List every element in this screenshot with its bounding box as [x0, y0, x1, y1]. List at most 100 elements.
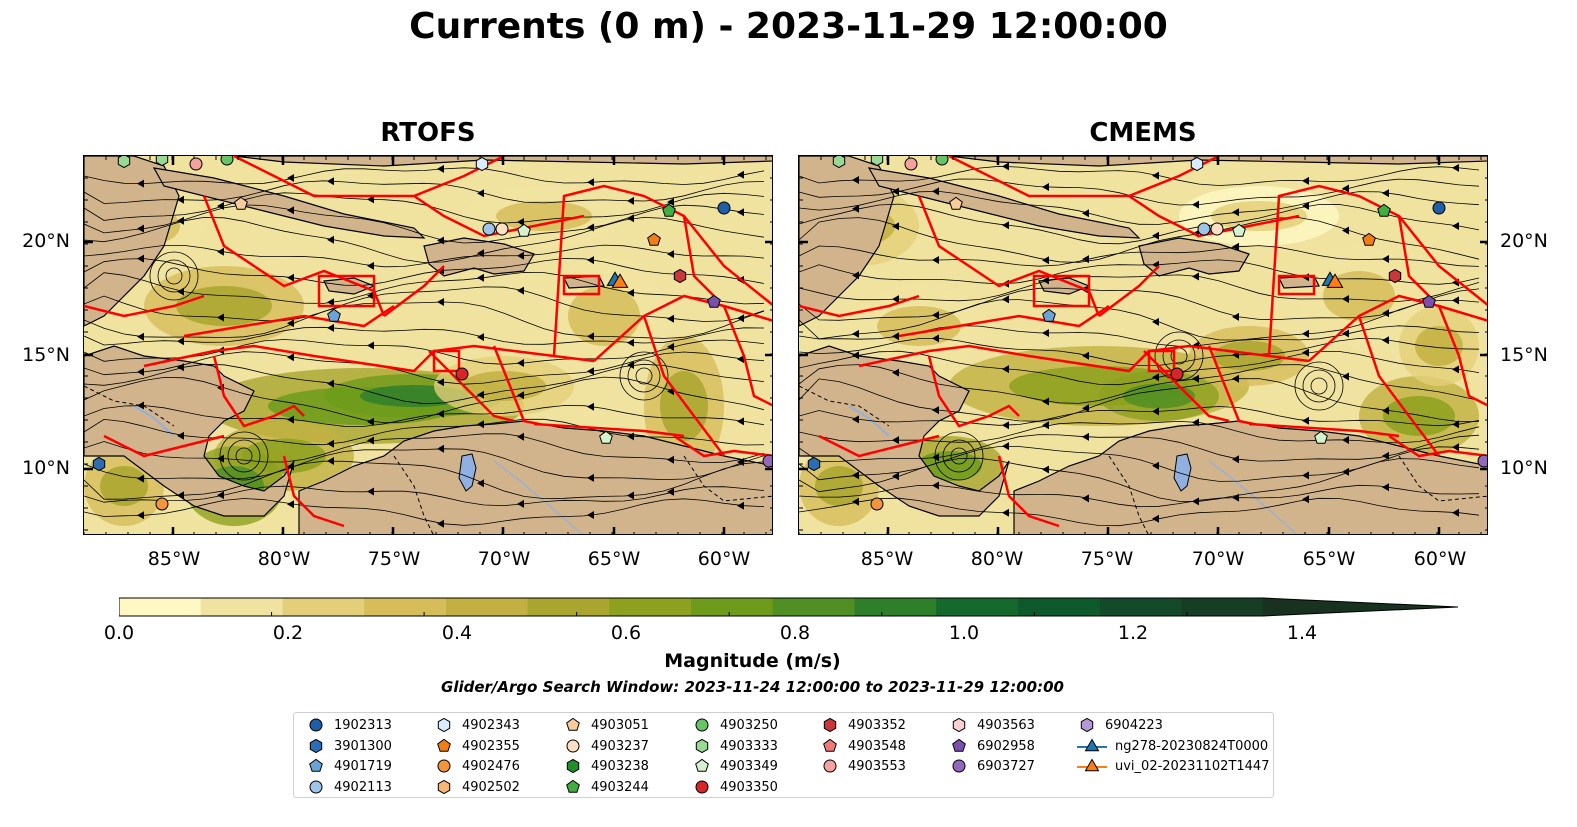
float-marker [189, 157, 203, 171]
colorbar-tick-label: 0.0 [103, 622, 135, 644]
land-shape [867, 167, 1141, 239]
pentagon-marker-icon [566, 717, 580, 731]
legend-entry: 6903727 [949, 756, 1035, 776]
legend-label: 3901300 [334, 738, 392, 754]
legend: 1902313 3901300 4901719 4902113 4902343 49023… [293, 712, 1274, 798]
float-marker [1042, 308, 1056, 322]
lon-tick-label: 65°W [1302, 548, 1356, 570]
search-window-text: Glider/Argo Search Window: 2023-11-24 12… [441, 678, 1064, 696]
float-marker [1314, 430, 1328, 444]
float-marker [870, 156, 884, 167]
float-marker [1432, 201, 1446, 215]
float-marker [455, 367, 469, 381]
triangle-line-marker-icon [1077, 758, 1107, 772]
circle-marker-icon [695, 718, 709, 732]
colorbar-extend-arrow [1263, 598, 1458, 616]
lon-tick-label: 80°W [257, 548, 311, 570]
float-marker [662, 203, 676, 217]
lon-tick-label: 70°W [477, 548, 531, 570]
colorbar-tick-label: 0.4 [441, 622, 473, 644]
float-marker [1362, 232, 1376, 246]
lon-tick-label: 80°W [970, 548, 1024, 570]
land-shape [323, 277, 376, 295]
lon-tick-label: 75°W [367, 548, 421, 570]
legend-entry: 4903237 [563, 736, 649, 756]
float-marker [673, 268, 687, 284]
pentagon-marker-icon [437, 738, 451, 752]
eez-boundaries [84, 156, 772, 528]
colorbar-segment [609, 598, 692, 616]
float-marker [482, 222, 496, 236]
float-marker [495, 222, 509, 236]
float-marker [1477, 454, 1487, 468]
lat-tick-label: 15°N [1500, 344, 1548, 366]
glider-marker [611, 273, 629, 288]
legend-label: 6903727 [977, 758, 1035, 774]
float-marker [1210, 222, 1224, 236]
streamlines [84, 164, 765, 528]
map-panel-rtofs[interactable] [83, 155, 773, 535]
colorbar-segment [282, 598, 365, 616]
float-marker [904, 157, 918, 171]
legend-label: 4903250 [720, 717, 778, 733]
hexagon-marker-icon [823, 717, 837, 733]
legend-label: 4903051 [591, 717, 649, 733]
float-marker [935, 156, 949, 166]
legend-entry: 4902476 [434, 756, 520, 776]
legend-label: 4903350 [720, 779, 778, 795]
legend-label: 4901719 [334, 758, 392, 774]
legend-entry: 4903349 [692, 756, 778, 776]
float-marker [707, 294, 721, 308]
legend-label: ng278-20230824T0000 [1115, 738, 1269, 754]
legend-entry: 4903352 [820, 715, 906, 735]
float-marker [832, 156, 846, 169]
land-shape [84, 345, 295, 517]
hexagon-marker-icon [952, 717, 966, 733]
colorbar-segment [1017, 598, 1101, 616]
legend-entry: 4903250 [692, 715, 778, 735]
float-marker [1388, 268, 1402, 284]
float-marker [220, 156, 234, 166]
legend-label: 4902355 [462, 738, 520, 754]
legend-entry: 4902355 [434, 736, 520, 756]
hexagon-marker-icon [1080, 717, 1094, 733]
legend-label: 4903333 [720, 738, 778, 754]
legend-label: 4903244 [591, 779, 649, 795]
legend-label: 4903352 [848, 717, 906, 733]
float-marker [870, 497, 884, 511]
pentagon-marker-icon [309, 758, 323, 772]
lon-tick-label: 60°W [1413, 548, 1467, 570]
land-shape [423, 237, 535, 277]
colorbar-tick-label: 1.0 [948, 622, 980, 644]
float-marker [717, 201, 731, 215]
legend-entry: 6904223 [1077, 715, 1163, 735]
colorbar-segment [1099, 598, 1182, 616]
legend-label: 4903237 [591, 738, 649, 754]
float-marker [1197, 222, 1211, 236]
legend-entry: 4902502 [434, 777, 520, 797]
colorbar-segment [691, 598, 774, 616]
legend-label: 4902343 [462, 717, 520, 733]
legend-entry: ng278-20230824T0000 [1077, 736, 1268, 756]
hexagon-marker-icon [437, 717, 451, 733]
float-marker [1232, 223, 1246, 237]
circle-marker-icon [309, 780, 323, 794]
colorbar-segment [119, 598, 202, 616]
circle-marker-icon [309, 718, 323, 732]
map-panel-cmems[interactable] [798, 155, 1488, 535]
panel-title-rtofs: RTOFS [380, 118, 476, 148]
legend-entry: 4903051 [563, 715, 649, 735]
hexagon-marker-icon [437, 779, 451, 795]
colorbar-segment [200, 598, 283, 616]
float-marker [599, 430, 613, 444]
colorbar-segment [364, 598, 447, 616]
legend-label: 4902476 [462, 758, 520, 774]
legend-entry: uvi_02-20231102T1447 [1077, 756, 1269, 776]
float-marker [155, 497, 169, 511]
colorbar-tick-label: 0.8 [779, 622, 811, 644]
legend-entry: 4903563 [949, 715, 1035, 735]
legend-entry: 1902313 [306, 715, 392, 735]
legend-label: uvi_02-20231102T1447 [1115, 758, 1270, 774]
lat-tick-label: 10°N [1500, 457, 1548, 479]
pentagon-marker-icon [952, 738, 966, 752]
